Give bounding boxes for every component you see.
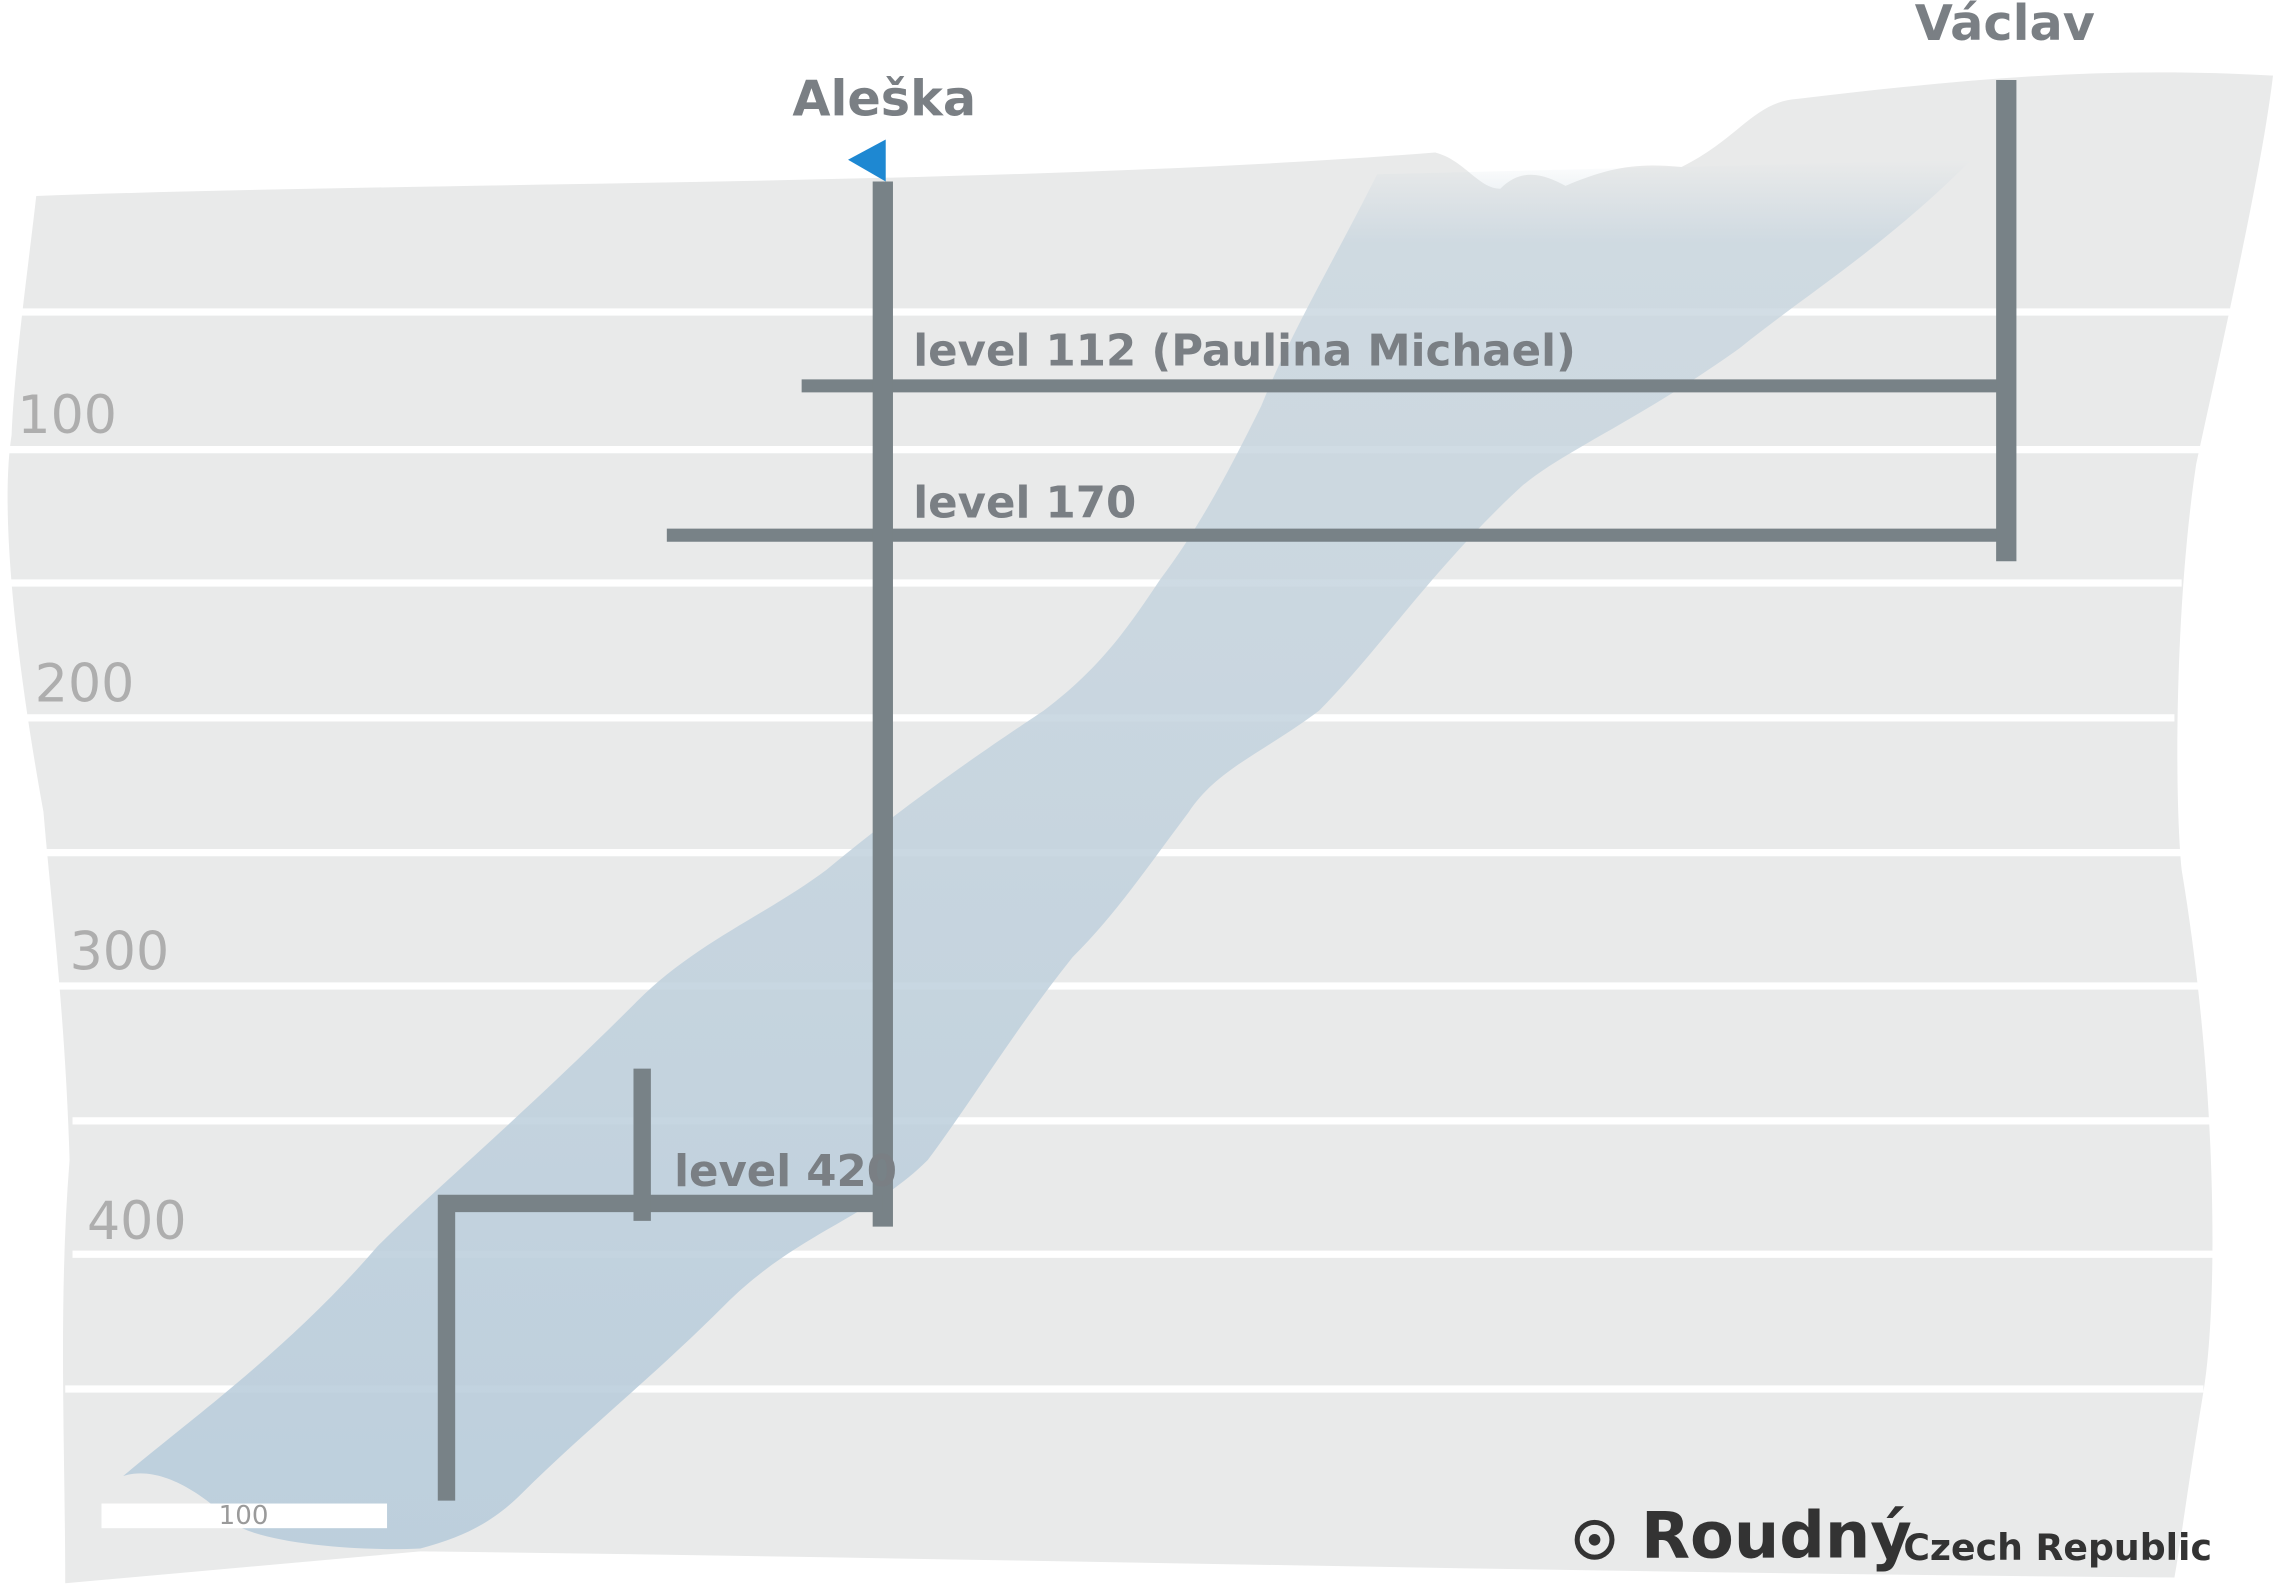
scale-label: 100 — [219, 1501, 269, 1531]
level-label: level 170 — [913, 479, 1136, 529]
level-label: level 112 (Paulina Michael) — [913, 326, 1576, 376]
depth-label: 300 — [70, 923, 170, 983]
location-icon — [1574, 1519, 1615, 1560]
depth-label: 200 — [35, 654, 135, 714]
level-420 — [437, 1194, 883, 1501]
depth-label: 400 — [87, 1192, 187, 1252]
shaft-label: Václav — [1915, 0, 2095, 52]
footer-title: Roudný — [1641, 1499, 1912, 1573]
level-label: level 420 — [674, 1147, 897, 1197]
shaft-label: Aleška — [792, 69, 976, 127]
scale-bar — [101, 1503, 388, 1529]
footer-subtitle: Czech Republic — [1903, 1526, 2212, 1569]
depth-label: 100 — [17, 386, 117, 446]
location-dot — [1588, 1533, 1601, 1546]
flag — [848, 139, 886, 182]
